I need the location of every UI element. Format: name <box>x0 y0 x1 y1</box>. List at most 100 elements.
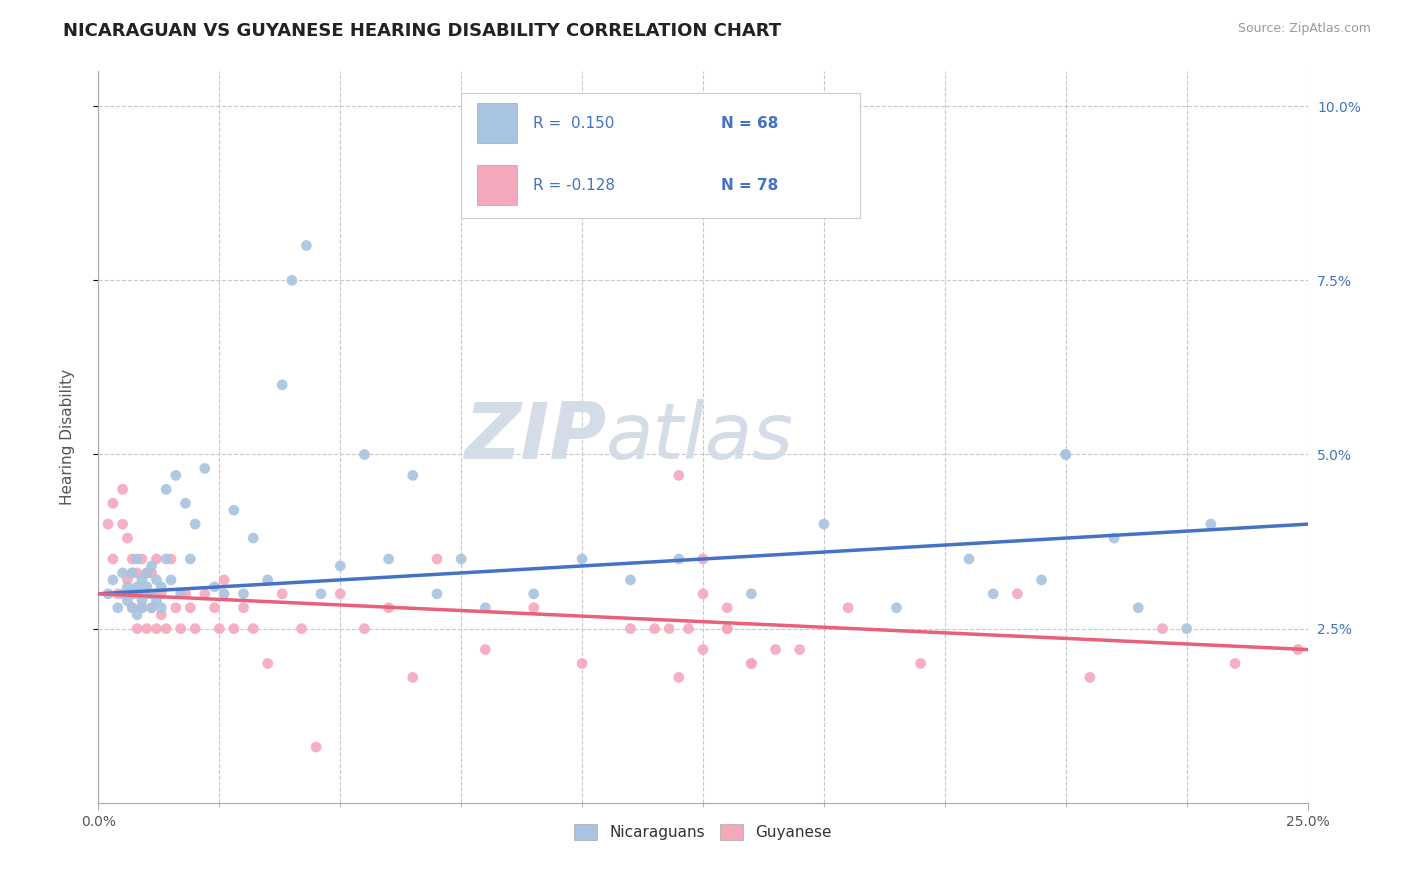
Point <box>1078 670 1101 684</box>
Point <box>789 642 811 657</box>
Point <box>740 587 762 601</box>
Point <box>1031 573 1053 587</box>
Point <box>155 483 177 497</box>
Point <box>101 496 124 510</box>
Point <box>329 558 352 573</box>
Point <box>127 607 149 622</box>
Point <box>150 580 173 594</box>
Point <box>692 587 714 601</box>
Point <box>281 273 304 287</box>
Point <box>131 552 153 566</box>
Point <box>1128 600 1150 615</box>
Point <box>111 587 134 601</box>
Point <box>131 573 153 587</box>
Point <box>145 594 167 608</box>
Point <box>910 657 932 671</box>
Point <box>141 587 163 601</box>
Point <box>101 573 124 587</box>
Point <box>212 587 235 601</box>
Point <box>256 573 278 587</box>
Point <box>101 552 124 566</box>
Point <box>716 600 738 615</box>
Point <box>242 531 264 545</box>
Point <box>765 642 787 657</box>
Point <box>135 587 157 601</box>
Point <box>121 552 143 566</box>
Point <box>426 552 449 566</box>
Point <box>127 566 149 580</box>
Point <box>135 566 157 580</box>
Legend: Nicaraguans, Guyanese: Nicaraguans, Guyanese <box>568 818 838 847</box>
Point <box>222 503 245 517</box>
Point <box>353 622 375 636</box>
Point <box>127 587 149 601</box>
Point <box>668 552 690 566</box>
Point <box>353 448 375 462</box>
Point <box>150 600 173 615</box>
Point <box>121 600 143 615</box>
Point <box>957 552 980 566</box>
Point <box>107 600 129 615</box>
Point <box>179 600 201 615</box>
Point <box>716 622 738 636</box>
Point <box>135 622 157 636</box>
Point <box>1175 622 1198 636</box>
Point <box>145 552 167 566</box>
Point <box>523 600 546 615</box>
Point <box>179 552 201 566</box>
Point <box>1102 531 1125 545</box>
Point <box>184 622 207 636</box>
Point <box>212 573 235 587</box>
Point <box>150 587 173 601</box>
Point <box>619 573 641 587</box>
Point <box>309 587 332 601</box>
Point <box>127 622 149 636</box>
Text: atlas: atlas <box>606 399 794 475</box>
Point <box>1007 587 1029 601</box>
Point <box>474 600 496 615</box>
Point <box>127 580 149 594</box>
Point <box>658 622 681 636</box>
Point <box>271 587 294 601</box>
Point <box>232 587 254 601</box>
Point <box>155 552 177 566</box>
Point <box>141 558 163 573</box>
Point <box>305 740 328 755</box>
Point <box>155 622 177 636</box>
Point <box>1054 448 1077 462</box>
Point <box>160 573 183 587</box>
Point <box>111 517 134 532</box>
Y-axis label: Hearing Disability: Hearing Disability <box>60 369 75 505</box>
Point <box>204 580 226 594</box>
Text: NICARAGUAN VS GUYANESE HEARING DISABILITY CORRELATION CHART: NICARAGUAN VS GUYANESE HEARING DISABILIT… <box>63 22 782 40</box>
Point <box>295 238 318 252</box>
Point <box>141 566 163 580</box>
Point <box>117 594 139 608</box>
Point <box>117 580 139 594</box>
Point <box>208 622 231 636</box>
Point <box>571 657 593 671</box>
Point <box>165 468 187 483</box>
Point <box>571 552 593 566</box>
Point <box>402 670 425 684</box>
Point <box>131 600 153 615</box>
Point <box>141 600 163 615</box>
Point <box>184 517 207 532</box>
Point <box>111 566 134 580</box>
Point <box>165 600 187 615</box>
Point <box>692 552 714 566</box>
Point <box>426 587 449 601</box>
Point <box>668 468 690 483</box>
Point <box>450 552 472 566</box>
Point <box>1286 642 1309 657</box>
Point <box>619 622 641 636</box>
Point <box>174 587 197 601</box>
Point <box>121 587 143 601</box>
Point <box>117 531 139 545</box>
Text: Source: ZipAtlas.com: Source: ZipAtlas.com <box>1237 22 1371 36</box>
Point <box>135 566 157 580</box>
Point <box>131 587 153 601</box>
Point <box>1199 517 1222 532</box>
Point <box>169 622 191 636</box>
Point <box>117 573 139 587</box>
